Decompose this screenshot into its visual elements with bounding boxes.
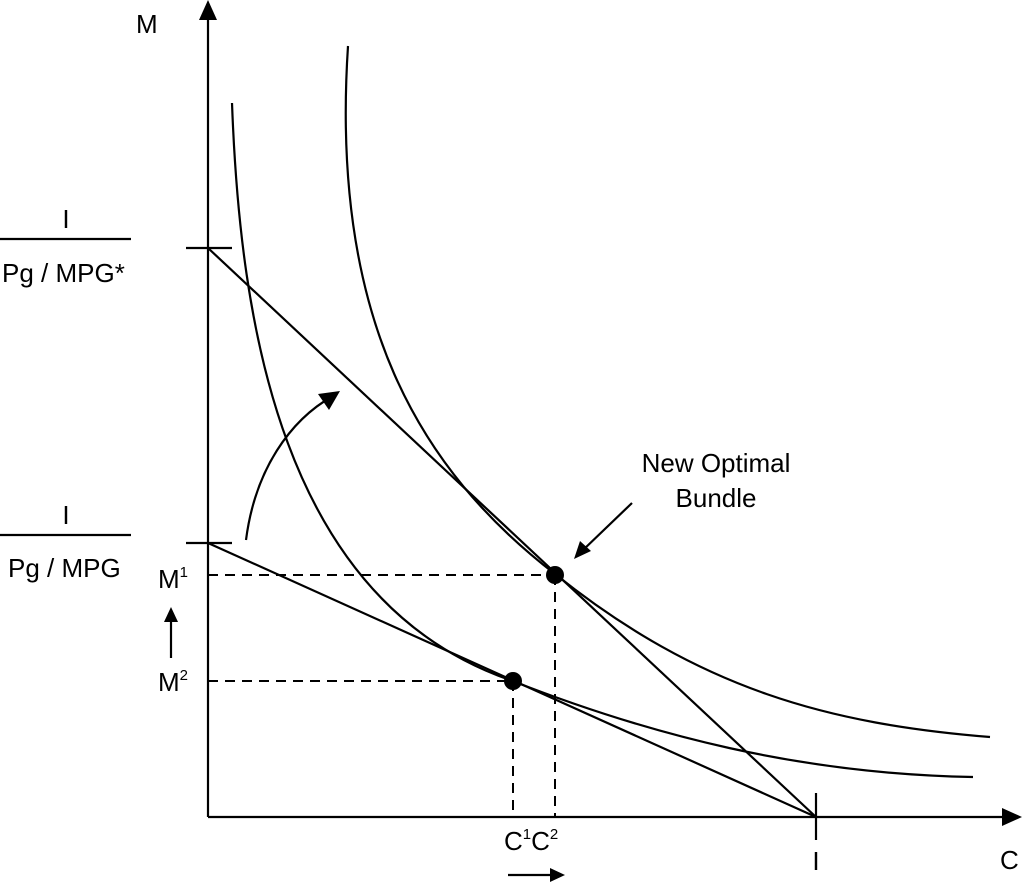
new-budget-line <box>207 247 817 818</box>
annotation-pointer <box>581 502 633 552</box>
indifference-curve-lower <box>230 102 974 779</box>
lower-intercept-denominator: Pg / MPG <box>8 553 121 583</box>
original-optimal-point <box>504 672 522 690</box>
rotation-arrow-head <box>318 391 340 410</box>
m1-label-base: M <box>158 564 180 594</box>
upper-intercept-numerator: I <box>62 204 69 234</box>
x-axis-arrowhead <box>1002 808 1022 826</box>
lower-intercept-numerator: I <box>62 500 69 530</box>
x-intercept-label: I <box>812 846 819 876</box>
annotation-line1: New Optimal <box>642 448 791 478</box>
new-optimal-point <box>546 566 564 584</box>
y-axis-arrowhead <box>199 0 217 20</box>
x-axis-label: C <box>1000 845 1019 875</box>
m2-label-sup: 2 <box>180 667 188 684</box>
c-shift-arrow-head <box>550 868 565 882</box>
m-shift-arrow-head <box>164 607 178 622</box>
annotation-pointer-head <box>574 541 591 559</box>
upper-intercept-denominator: Pg / MPG* <box>2 258 125 288</box>
indifference-curve-higher <box>344 45 991 739</box>
m1-label: M1 <box>158 564 188 594</box>
y-axis-label: M <box>136 9 158 39</box>
rotation-arrow <box>244 395 334 541</box>
m1-label-sup: 1 <box>180 564 188 581</box>
annotation-line2: Bundle <box>676 483 757 513</box>
c1-label-base: C <box>504 826 523 856</box>
m2-label: M2 <box>158 667 188 697</box>
c1c2-label: C1C2 <box>504 826 558 856</box>
m2-label-base: M <box>158 667 180 697</box>
c1-label-sup: 1 <box>523 826 531 843</box>
c2-label-base: C <box>531 826 550 856</box>
c2-label-sup: 2 <box>550 826 558 843</box>
